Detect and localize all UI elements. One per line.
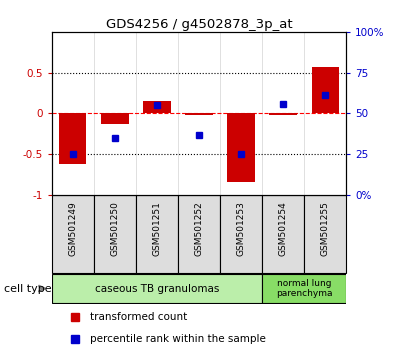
Bar	[94, 195, 136, 273]
Bar	[143, 101, 171, 113]
Text: transformed count: transformed count	[90, 312, 187, 322]
Text: GSM501251: GSM501251	[152, 201, 162, 256]
Text: GSM501250: GSM501250	[110, 201, 119, 256]
Bar	[52, 195, 94, 273]
Bar	[304, 195, 346, 273]
Text: percentile rank within the sample: percentile rank within the sample	[90, 334, 266, 344]
Text: GSM501255: GSM501255	[321, 201, 330, 256]
Bar	[101, 113, 129, 124]
Text: cell type: cell type	[4, 284, 52, 293]
Text: GSM501249: GSM501249	[68, 201, 77, 256]
Bar	[136, 195, 178, 273]
Bar	[220, 195, 262, 273]
Bar	[59, 113, 86, 164]
Bar	[185, 113, 213, 115]
Title: GDS4256 / g4502878_3p_at: GDS4256 / g4502878_3p_at	[106, 18, 292, 31]
Bar	[178, 195, 220, 273]
Text: GSM501253: GSM501253	[236, 201, 246, 256]
Bar	[262, 274, 346, 303]
Bar	[312, 67, 339, 113]
Text: caseous TB granulomas: caseous TB granulomas	[95, 284, 219, 293]
Text: normal lung
parenchyma: normal lung parenchyma	[276, 279, 332, 298]
Text: GSM501254: GSM501254	[279, 201, 288, 256]
Bar	[227, 113, 255, 183]
Bar	[262, 195, 304, 273]
Bar	[269, 113, 297, 115]
Bar	[52, 274, 262, 303]
Text: GSM501252: GSM501252	[195, 201, 203, 256]
